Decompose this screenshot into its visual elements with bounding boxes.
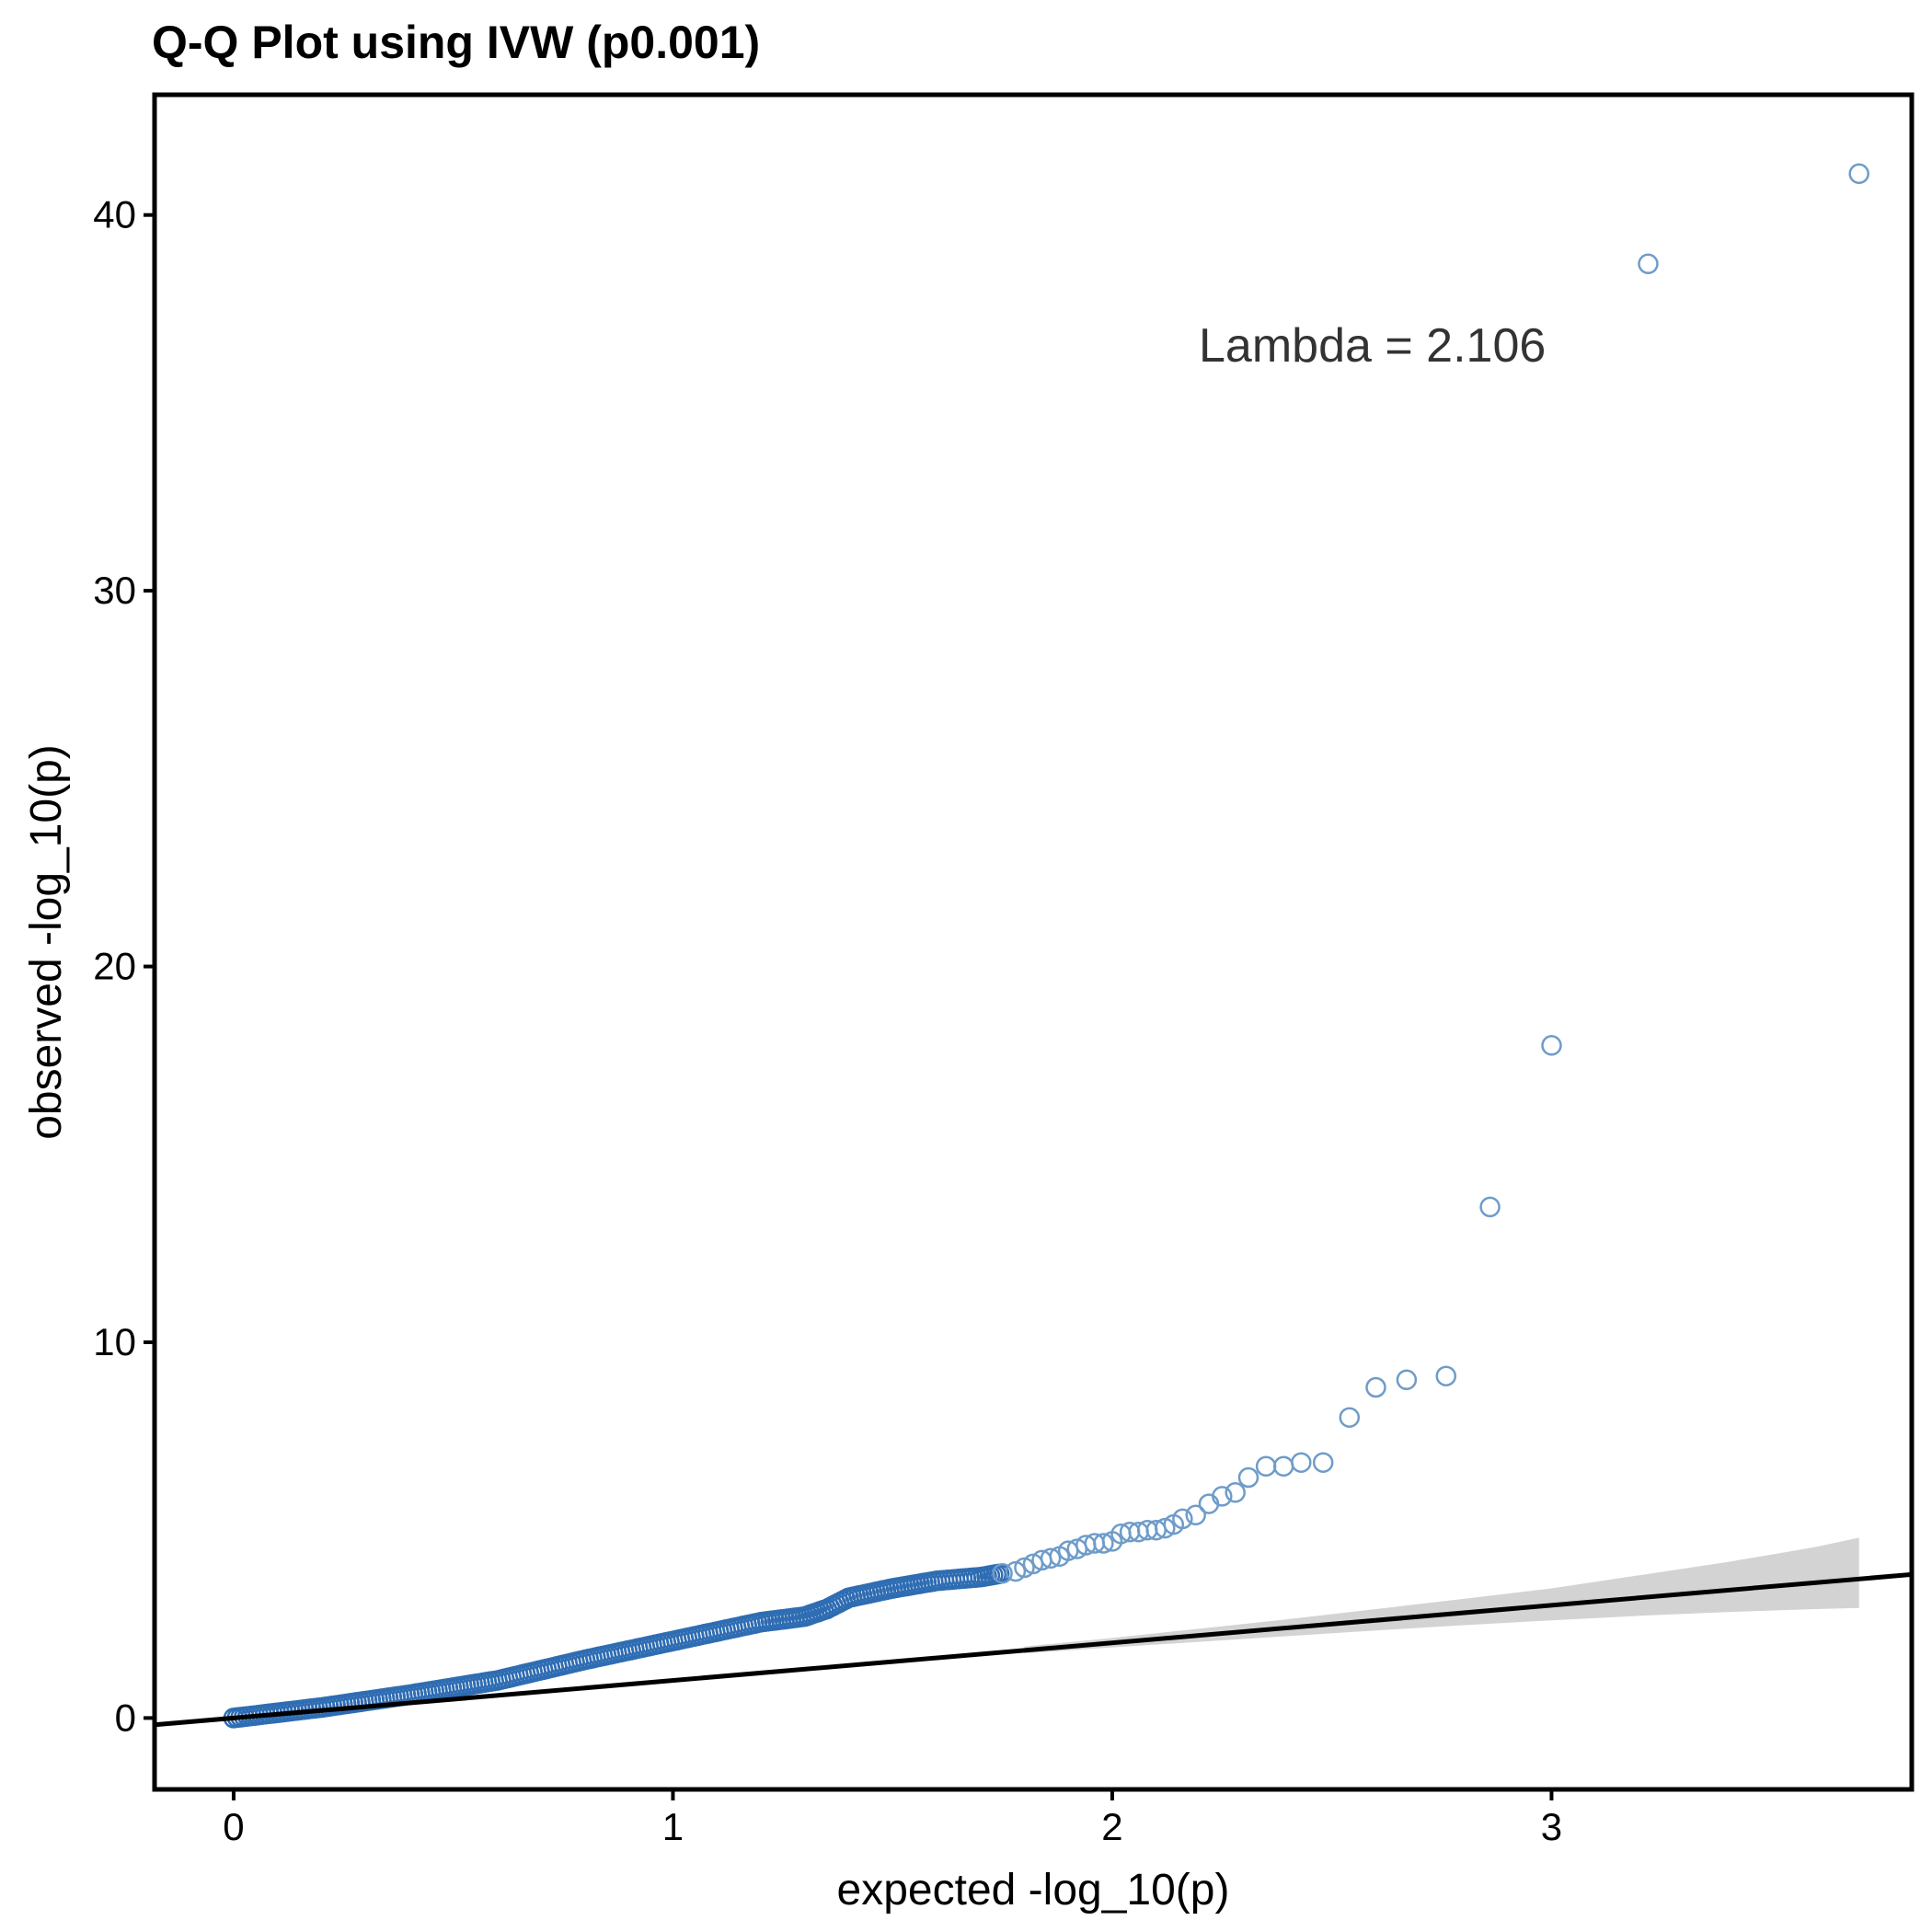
plot-panel — [152, 92, 1915, 1792]
data-point — [1365, 1376, 1386, 1398]
data-point — [1291, 1452, 1312, 1473]
y-axis: 0 10 20 30 40 — [93, 193, 155, 1739]
data-point — [1005, 1560, 1027, 1582]
x-tick-label: 3 — [1541, 1805, 1562, 1848]
data-point — [1225, 1482, 1246, 1503]
data-point — [1185, 1504, 1206, 1526]
data-point — [1272, 1455, 1294, 1478]
data-point — [1848, 163, 1869, 185]
y-tick-label: 20 — [93, 945, 136, 988]
y-tick-label: 40 — [93, 193, 136, 236]
x-axis: 0 1 2 3 — [223, 1789, 1562, 1848]
data-point — [1396, 1369, 1418, 1391]
x-tick-label: 1 — [662, 1805, 684, 1848]
x-tick-label: 0 — [223, 1805, 244, 1848]
data-point — [1237, 1466, 1259, 1489]
data-point — [992, 1562, 1013, 1584]
x-tick-label: 2 — [1101, 1805, 1122, 1848]
data-point — [1339, 1407, 1361, 1428]
data-point — [1172, 1508, 1193, 1530]
data-point — [1312, 1452, 1334, 1473]
y-axis-label: observed -log_10(p) — [22, 744, 71, 1140]
y-tick-label: 30 — [93, 569, 136, 612]
plot-border — [152, 92, 1915, 1792]
data-point — [1638, 253, 1659, 275]
x-axis-label: expected -log_10(p) — [837, 1866, 1230, 1915]
reference-line — [155, 1571, 1912, 1728]
y-tick-label: 0 — [115, 1696, 136, 1739]
chart-title: Q-Q Plot using IVW (p0.001) — [152, 17, 760, 68]
y-tick-label: 10 — [93, 1320, 136, 1363]
confidence-band — [1024, 1537, 1859, 1654]
data-point — [1255, 1455, 1277, 1478]
data-point — [1541, 1035, 1562, 1056]
data-point — [1040, 1547, 1062, 1570]
data-point — [1212, 1486, 1233, 1507]
data-point — [1435, 1365, 1457, 1386]
data-point — [1479, 1196, 1501, 1218]
data-point — [1093, 1533, 1114, 1554]
lambda-annotation: Lambda = 2.106 — [1199, 319, 1546, 373]
